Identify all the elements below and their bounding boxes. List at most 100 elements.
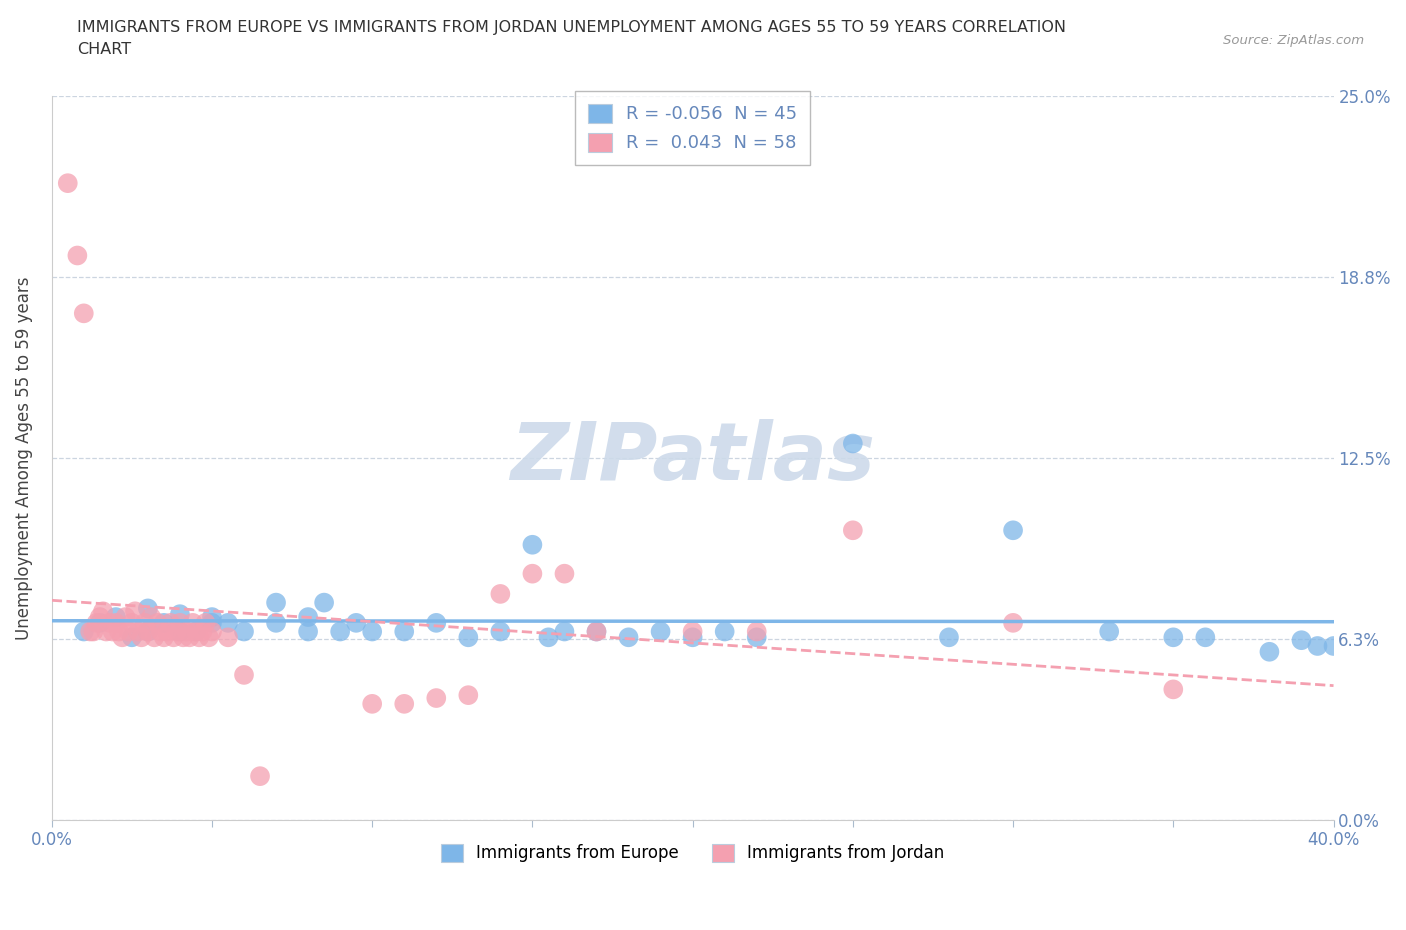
Point xyxy=(201,616,224,631)
Point xyxy=(153,630,176,644)
Point xyxy=(166,624,188,639)
Point xyxy=(938,630,960,644)
Point xyxy=(1194,630,1216,644)
Point xyxy=(745,624,768,639)
Point xyxy=(162,630,184,644)
Point xyxy=(264,616,287,631)
Point xyxy=(184,624,207,639)
Point xyxy=(124,604,146,618)
Point xyxy=(184,624,207,639)
Point xyxy=(713,624,735,639)
Point xyxy=(457,630,479,644)
Point xyxy=(114,610,136,625)
Point xyxy=(682,630,704,644)
Point xyxy=(297,610,319,625)
Point xyxy=(121,616,143,631)
Point xyxy=(249,769,271,784)
Point xyxy=(201,610,224,625)
Point xyxy=(118,624,141,639)
Point xyxy=(73,624,96,639)
Legend: Immigrants from Europe, Immigrants from Jordan: Immigrants from Europe, Immigrants from … xyxy=(434,837,950,869)
Point xyxy=(134,616,156,631)
Point xyxy=(329,624,352,639)
Point xyxy=(522,538,544,552)
Point xyxy=(201,624,224,639)
Point xyxy=(617,630,640,644)
Point xyxy=(425,691,447,706)
Point xyxy=(297,624,319,639)
Point xyxy=(394,697,416,711)
Point xyxy=(79,624,101,639)
Point xyxy=(197,630,219,644)
Point xyxy=(66,248,89,263)
Point xyxy=(89,616,111,631)
Point xyxy=(153,616,176,631)
Point xyxy=(143,630,166,644)
Point xyxy=(159,616,181,631)
Point xyxy=(1002,616,1025,631)
Point xyxy=(217,630,239,644)
Text: Source: ZipAtlas.com: Source: ZipAtlas.com xyxy=(1223,34,1364,47)
Point xyxy=(111,630,134,644)
Point xyxy=(650,624,672,639)
Point xyxy=(842,436,865,451)
Point xyxy=(264,595,287,610)
Point xyxy=(169,616,191,631)
Point xyxy=(104,610,127,625)
Point xyxy=(233,624,256,639)
Y-axis label: Unemployment Among Ages 55 to 59 years: Unemployment Among Ages 55 to 59 years xyxy=(15,276,32,640)
Point xyxy=(181,616,204,631)
Point xyxy=(344,616,367,631)
Point xyxy=(108,624,131,639)
Point xyxy=(188,630,211,644)
Point xyxy=(73,306,96,321)
Point xyxy=(172,630,194,644)
Point xyxy=(176,624,198,639)
Point xyxy=(169,624,191,639)
Point xyxy=(1306,639,1329,654)
Point xyxy=(194,616,217,631)
Point xyxy=(96,624,118,639)
Point xyxy=(1161,630,1184,644)
Point xyxy=(233,668,256,683)
Point xyxy=(361,624,384,639)
Point xyxy=(394,624,416,639)
Point xyxy=(56,176,79,191)
Point xyxy=(314,595,336,610)
Point xyxy=(425,616,447,631)
Point xyxy=(1322,639,1344,654)
Point xyxy=(457,687,479,702)
Point xyxy=(98,616,121,631)
Text: IMMIGRANTS FROM EUROPE VS IMMIGRANTS FROM JORDAN UNEMPLOYMENT AMONG AGES 55 TO 5: IMMIGRANTS FROM EUROPE VS IMMIGRANTS FRO… xyxy=(77,20,1066,35)
Point xyxy=(1002,523,1025,538)
Point xyxy=(1258,644,1281,659)
Point xyxy=(169,606,191,621)
Point xyxy=(131,630,153,644)
Point xyxy=(1161,682,1184,697)
Point xyxy=(136,624,159,639)
Point xyxy=(1098,624,1121,639)
Point xyxy=(537,630,560,644)
Point xyxy=(139,610,162,625)
Point xyxy=(217,616,239,631)
Point xyxy=(553,566,575,581)
Point xyxy=(585,624,607,639)
Point xyxy=(104,616,127,631)
Point xyxy=(127,624,149,639)
Point xyxy=(156,624,179,639)
Point xyxy=(136,601,159,616)
Point xyxy=(522,566,544,581)
Point xyxy=(553,624,575,639)
Point xyxy=(179,630,201,644)
Point xyxy=(361,697,384,711)
Point xyxy=(191,624,214,639)
Point xyxy=(149,624,172,639)
Point xyxy=(86,616,108,631)
Point xyxy=(136,624,159,639)
Point xyxy=(89,610,111,625)
Point xyxy=(489,587,512,602)
Point xyxy=(121,630,143,644)
Point xyxy=(682,624,704,639)
Point xyxy=(745,630,768,644)
Point xyxy=(489,624,512,639)
